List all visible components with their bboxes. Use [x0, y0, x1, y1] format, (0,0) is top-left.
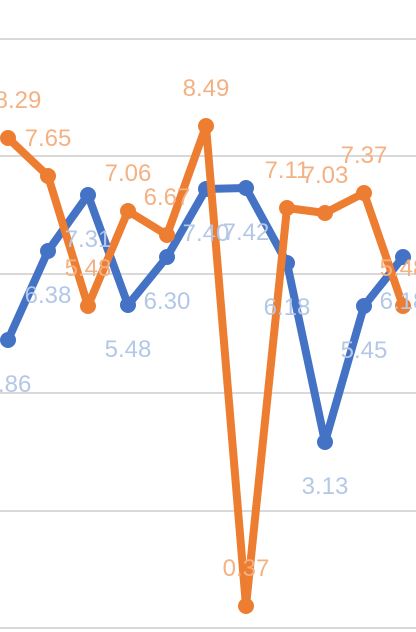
data-labels: 4.866.387.315.486.307.407.426.183.135.45…	[0, 75, 416, 582]
series-0-label-0: 4.86	[0, 371, 31, 398]
series-0-label-1: 6.38	[25, 282, 72, 309]
series-1-point-9	[356, 185, 372, 201]
series-1-label-10: 5.48	[380, 255, 416, 282]
series-1-label-0: 8.29	[0, 87, 41, 114]
series-1-point-4	[159, 227, 175, 243]
series-0-point-4	[159, 249, 175, 265]
series-1-point-3	[120, 203, 136, 219]
series-1-label-9: 7.37	[341, 142, 388, 169]
series-0-label-2: 7.31	[65, 226, 112, 253]
series-0-label-6: 7.42	[223, 219, 270, 246]
series-0-point-2	[80, 187, 96, 203]
series-1-point-2	[80, 298, 96, 314]
series-0-label-10: 6.18	[380, 288, 416, 315]
series-0-label-7: 6.18	[264, 294, 311, 321]
series-1-label-4: 6.67	[144, 184, 191, 211]
gridlines	[0, 38, 416, 629]
series-1-point-8	[317, 205, 333, 221]
series-1-label-6: 0.37	[223, 555, 270, 582]
series-1-point-0	[0, 130, 16, 146]
series-1-label-5: 8.49	[183, 75, 230, 102]
series-1-label-7: 7.11	[265, 157, 310, 184]
series-1-point-6	[238, 598, 254, 614]
series-1-label-3: 7.06	[105, 160, 152, 187]
series-0-label-3: 5.48	[105, 336, 152, 363]
series-0-point-6	[238, 180, 254, 196]
series-1-label-1: 7.65	[25, 125, 72, 152]
series-1-label-2: 5.48	[65, 255, 112, 282]
series-0-point-10	[395, 249, 411, 265]
series-0-point-3	[120, 297, 136, 313]
series-0-label-8: 3.13	[302, 473, 349, 500]
series-0-label-4: 6.30	[144, 288, 191, 315]
series-1-point-10	[395, 298, 411, 314]
series-0-label-9: 5.45	[341, 337, 388, 364]
series-0-point-1	[40, 243, 56, 259]
series-1-label-8: 7.03	[302, 162, 349, 189]
series-1-point-1	[40, 168, 56, 184]
series-1-point-5	[198, 118, 214, 134]
series-0-label-5: 7.40	[183, 220, 230, 247]
series-1-point-7	[279, 200, 295, 216]
series-0-point-0	[0, 332, 16, 348]
series-0-point-9	[356, 298, 372, 314]
series-0-point-8	[317, 434, 333, 450]
series-group	[0, 118, 411, 614]
